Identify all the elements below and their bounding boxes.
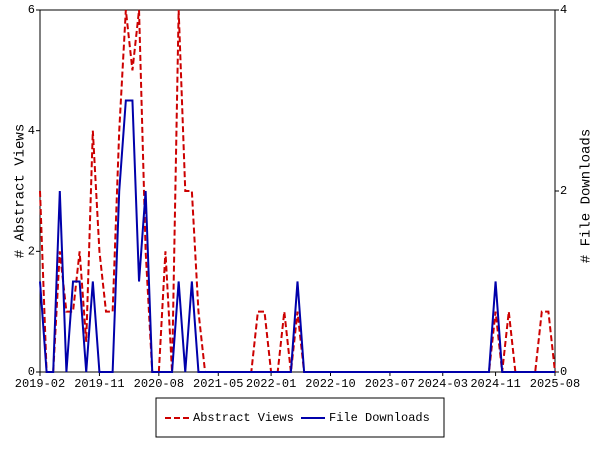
x-tick-label: 2022-01 bbox=[246, 377, 296, 391]
x-tick-label: 2024-03 bbox=[418, 377, 468, 391]
legend-box bbox=[155, 397, 445, 438]
y-tick-label: 6 bbox=[28, 3, 35, 17]
x-tick-label: 2019-02 bbox=[15, 377, 65, 391]
y2-tick-label: 2 bbox=[560, 184, 567, 198]
legend-label: File Downloads bbox=[329, 411, 430, 425]
x-tick-label: 2019-11 bbox=[74, 377, 124, 391]
y2-axis-title: # File Downloads bbox=[579, 129, 595, 263]
y-tick-label: 2 bbox=[28, 245, 35, 259]
y2-tick-label: 0 bbox=[560, 365, 567, 379]
x-tick-label: 2022-10 bbox=[305, 377, 355, 391]
x-tick-label: 2020-08 bbox=[134, 377, 184, 391]
y-axis-title: # Abstract Views bbox=[13, 124, 29, 258]
legend-label: Abstract Views bbox=[193, 411, 294, 425]
x-tick-label: 2021-05 bbox=[193, 377, 243, 391]
x-tick-label: 2023-07 bbox=[365, 377, 415, 391]
series-line bbox=[39, 9, 556, 373]
y2-tick-label: 4 bbox=[560, 3, 567, 17]
y-tick-label: 4 bbox=[28, 124, 35, 138]
series-line bbox=[39, 99, 555, 373]
y-tick-label: 0 bbox=[28, 365, 35, 379]
x-tick-label: 2024-11 bbox=[470, 377, 520, 391]
x-tick-label: 2025-08 bbox=[530, 377, 580, 391]
